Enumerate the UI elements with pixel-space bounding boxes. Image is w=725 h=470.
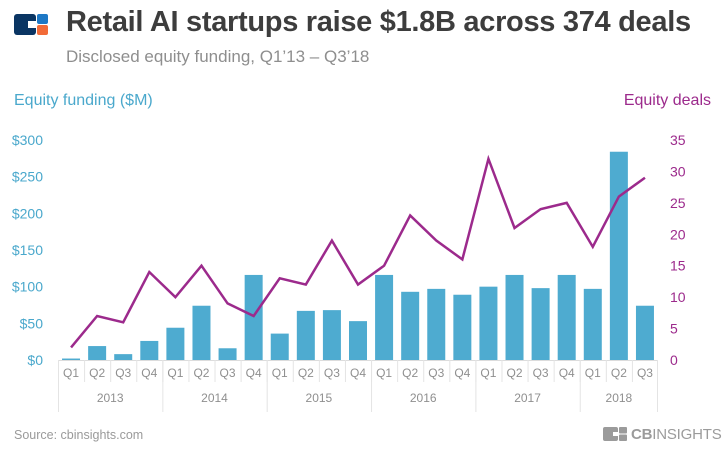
quarter-label: Q3 xyxy=(115,366,131,380)
funding-bar xyxy=(244,274,263,360)
right-axis-title: Equity deals xyxy=(623,92,711,109)
brand-wordmark: CBINSIGHTS xyxy=(631,426,722,443)
funding-bar xyxy=(270,333,289,360)
quarter-label: Q1 xyxy=(376,366,392,380)
funding-bar xyxy=(140,340,159,360)
funding-bar xyxy=(557,274,576,360)
year-label: 2015 xyxy=(306,391,333,405)
source-note: Source: cbinsights.com xyxy=(14,428,144,442)
quarter-label: Q3 xyxy=(220,366,236,380)
right-tick-label: 10 xyxy=(670,289,686,305)
quarter-label: Q1 xyxy=(167,366,183,380)
left-tick-label: $0 xyxy=(27,352,43,368)
right-axis-ticks: 0 5 10 15 20 25 30 35 xyxy=(670,132,686,368)
quarter-label: Q1 xyxy=(272,366,288,380)
funding-bar xyxy=(583,288,602,360)
year-label: 2014 xyxy=(201,391,228,405)
funding-bar xyxy=(531,288,550,360)
cb-brand-icon xyxy=(603,427,627,441)
quarter-label: Q2 xyxy=(611,366,627,380)
cb-insights-brand: CBINSIGHTS xyxy=(603,426,722,443)
funding-bar xyxy=(401,291,420,360)
funding-bar xyxy=(609,151,628,360)
right-tick-label: 30 xyxy=(670,163,686,179)
funding-bar xyxy=(62,358,81,360)
quarter-label: Q1 xyxy=(480,366,496,380)
quarter-label: Q2 xyxy=(402,366,418,380)
right-tick-label: 25 xyxy=(670,195,686,211)
left-tick-label: $250 xyxy=(12,169,43,185)
year-label: 2018 xyxy=(606,391,633,405)
left-axis-ticks: $0 $50 $100 $150 $200 $250 $300 xyxy=(12,132,43,368)
funding-bar xyxy=(88,346,107,360)
quarter-label: Q3 xyxy=(324,366,340,380)
x-axis: Q1 Q2 Q3 Q4 Q1 Q2 Q3 Q4 Q1 Q2 Q3 Q4 Q1 Q2 Q3 Q4 Q1 Q2 Q3 Q4… xyxy=(58,360,658,412)
right-tick-label: 35 xyxy=(670,132,686,148)
funding-bar xyxy=(114,354,133,360)
left-tick-label: $50 xyxy=(20,315,44,331)
funding-bar xyxy=(505,274,524,360)
funding-bar xyxy=(218,348,237,360)
quarter-label: Q4 xyxy=(141,366,157,380)
funding-bar xyxy=(375,274,394,360)
funding-bar xyxy=(427,288,446,360)
brand-bold: CB xyxy=(631,425,653,443)
right-tick-label: 20 xyxy=(670,226,686,242)
right-tick-label: 5 xyxy=(670,321,678,337)
funding-bar xyxy=(192,305,211,360)
funding-bar xyxy=(166,327,185,360)
funding-bar xyxy=(479,286,498,360)
funding-bar xyxy=(453,294,472,360)
quarter-label: Q3 xyxy=(533,366,549,380)
left-tick-label: $150 xyxy=(12,242,43,258)
chart-subtitle: Disclosed equity funding, Q1’13 – Q3’18 xyxy=(66,47,370,66)
chart-title: Retail AI startups raise $1.8B across 37… xyxy=(66,6,691,38)
left-tick-label: $200 xyxy=(12,205,43,221)
quarter-label: Q2 xyxy=(193,366,209,380)
cb-insights-logo-icon xyxy=(14,14,48,35)
quarter-label: Q4 xyxy=(454,366,470,380)
quarter-label: Q2 xyxy=(298,366,314,380)
left-tick-label: $100 xyxy=(12,279,43,295)
funding-bar xyxy=(635,305,654,360)
left-axis-title: Equity funding ($M) xyxy=(14,92,153,109)
funding-bar xyxy=(349,321,367,360)
quarter-label: Q2 xyxy=(89,366,105,380)
year-label: 2017 xyxy=(514,391,541,405)
left-tick-label: $300 xyxy=(12,132,43,148)
right-tick-label: 0 xyxy=(670,352,678,368)
deals-line-series xyxy=(70,154,646,349)
quarter-label: Q3 xyxy=(428,366,444,380)
funding-bar xyxy=(296,310,315,360)
quarter-label: Q2 xyxy=(507,366,523,380)
quarter-label: Q4 xyxy=(350,366,366,380)
quarter-label: Q4 xyxy=(246,366,262,380)
quarter-label: Q3 xyxy=(637,366,653,380)
quarter-label: Q1 xyxy=(585,366,601,380)
right-tick-label: 15 xyxy=(670,258,686,274)
year-label: 2016 xyxy=(410,391,437,405)
funding-bars xyxy=(62,151,654,360)
year-label: 2013 xyxy=(97,391,124,405)
quarter-label: Q4 xyxy=(559,366,575,380)
brand-light: INSIGHTS xyxy=(652,425,722,443)
funding-bar xyxy=(322,310,341,360)
quarter-label: Q1 xyxy=(63,366,79,380)
